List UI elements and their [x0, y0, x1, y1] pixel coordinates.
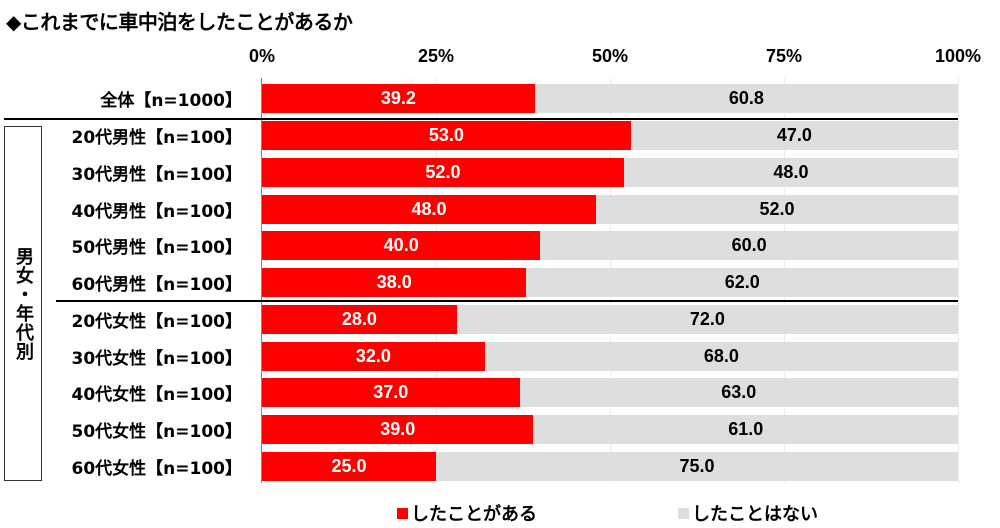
category-label: 20代男性【n=100】 [71, 128, 243, 148]
bar-row: 53.0 47.0 [262, 121, 958, 150]
bar-segment-no: 63.0 [519, 378, 958, 407]
bar-row: 52.0 48.0 [262, 158, 958, 187]
separator-total [4, 118, 958, 120]
bar-segment-no: 75.0 [436, 452, 958, 481]
category-label: 30代男性【n=100】 [71, 165, 243, 185]
legend-swatch-red [397, 507, 408, 519]
category-label: 30代女性【n=100】 [71, 349, 243, 369]
bar-row: 38.0 62.0 [262, 268, 958, 297]
gridline [958, 78, 959, 483]
bar-segment-yes: 28.0 [262, 305, 457, 334]
bar-segment-no: 52.0 [596, 195, 958, 224]
x-tick-label: 0% [248, 46, 276, 66]
bar-row: 32.0 68.0 [262, 342, 958, 371]
bar-segment-no: 48.0 [623, 158, 958, 187]
bar-segment-no: 68.0 [484, 342, 958, 371]
category-label: 20代女性【n=100】 [71, 312, 243, 332]
category-label: 60代女性【n=100】 [71, 459, 243, 479]
bar-segment-yes: 38.0 [262, 268, 527, 297]
bar-segment-yes: 39.2 [262, 84, 535, 113]
bar-segment-no: 60.0 [540, 231, 958, 260]
bar-row: 48.0 52.0 [262, 195, 958, 224]
group-label: 男女・年代別 [13, 246, 34, 361]
category-label: 50代男性【n=100】 [71, 238, 243, 258]
bar-segment-yes: 32.0 [262, 342, 485, 371]
legend-swatch-gray [678, 507, 689, 519]
bar-row: 39.0 61.0 [262, 415, 958, 444]
bar-segment-no: 72.0 [456, 305, 958, 334]
bar-segment-no: 62.0 [526, 268, 958, 297]
category-label: 50代女性【n=100】 [71, 422, 243, 442]
bar-row: 39.2 60.8 [262, 84, 958, 113]
bar-row: 40.0 60.0 [262, 231, 958, 260]
legend-item-no: したことはない [678, 500, 818, 526]
bar-segment-yes: 39.0 [262, 415, 534, 444]
legend-label-yes: したことがある [411, 504, 537, 525]
plot-area: 39.2 60.8 53.0 47.0 52.0 48.0 48.0 52.0 40.0 60.0… [262, 78, 959, 483]
bar-row: 37.0 63.0 [262, 378, 958, 407]
bar-segment-no: 61.0 [533, 415, 958, 444]
category-label: 全体【n=1000】 [100, 91, 242, 111]
bar-row: 28.0 72.0 [262, 305, 958, 334]
bar-segment-yes: 25.0 [262, 452, 436, 481]
chart-title: ◆これまでに車中泊をしたことがあるか [6, 10, 353, 34]
bar-segment-yes: 53.0 [262, 121, 631, 150]
bar-segment-yes: 48.0 [262, 195, 597, 224]
bar-segment-no: 60.8 [534, 84, 958, 113]
y-axis-line [261, 78, 262, 483]
bar-segment-no: 47.0 [630, 121, 958, 150]
group-label-box: 男女・年代別 [4, 126, 42, 481]
category-label: 60代男性【n=100】 [71, 275, 243, 295]
bar-segment-yes: 37.0 [262, 378, 520, 407]
category-label: 40代男性【n=100】 [71, 202, 243, 222]
bar-segment-yes: 40.0 [262, 231, 541, 260]
legend-item-yes: したことがある [397, 500, 537, 526]
x-tick-label: 50% [591, 46, 629, 66]
x-tick-label: 25% [417, 46, 455, 66]
bar-row: 25.0 75.0 [262, 452, 958, 481]
x-tick-label: 100% [934, 46, 982, 66]
bar-segment-yes: 52.0 [262, 158, 624, 187]
separator-gender [56, 300, 958, 302]
category-label: 40代女性【n=100】 [71, 385, 243, 405]
x-tick-label: 75% [765, 46, 803, 66]
legend-label-no: したことはない [692, 504, 818, 525]
